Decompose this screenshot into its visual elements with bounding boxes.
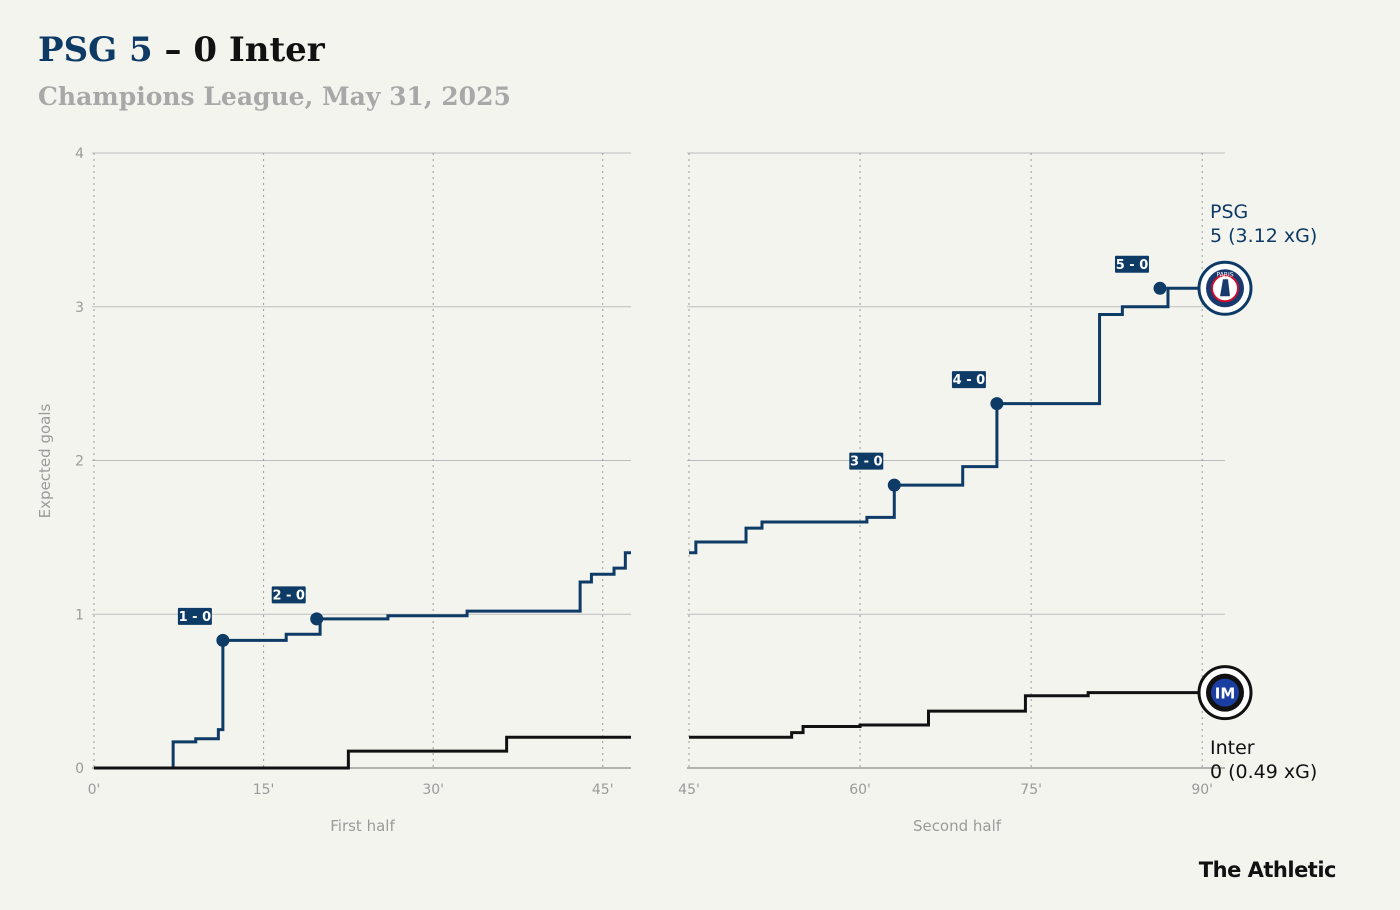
psg-crest-text: PARIS (1216, 271, 1233, 278)
psg-label-score: 5 (3.12 xG) (1210, 225, 1317, 247)
psg-label-name: PSG (1210, 201, 1248, 223)
score-text: 2 - 0 (272, 588, 305, 603)
inter-crest-text: IM (1215, 685, 1236, 703)
score-text: 3 - 0 (850, 455, 883, 470)
goal-marker (216, 633, 230, 647)
goal-score-label: 1 - 0 (177, 607, 212, 625)
y-tick-label: 1 (75, 607, 84, 623)
score-box (849, 452, 884, 470)
inter-xg-line-first-half (94, 735, 631, 770)
inter-xg-line-second-half (689, 691, 1220, 739)
score-box (177, 607, 212, 625)
goal-score-label: 3 - 0 (849, 452, 884, 470)
inter-crest-inner (1211, 678, 1239, 707)
x-tick-label: 30' (422, 782, 444, 798)
goal-score-label: 4 - 0 (951, 371, 986, 389)
inter-label-score: 0 (0.49 xG) (1210, 761, 1317, 783)
title-away: 0 Inter (193, 30, 325, 70)
psg-xg-line-first-half (94, 551, 631, 770)
x-tick-label: 60' (849, 782, 871, 798)
y-tick-label: 0 (75, 761, 84, 777)
score-text: 4 - 0 (953, 373, 986, 388)
second-half-label: Second half (913, 817, 1002, 835)
title-home: PSG 5 (38, 30, 153, 70)
x-tick-label: 75' (1020, 782, 1042, 798)
score-box (951, 371, 986, 389)
inter-label-name: Inter (1210, 737, 1255, 759)
y-tick-label: 2 (75, 454, 84, 470)
psg-badge: PARIS (1197, 260, 1253, 316)
x-tick-label: 0' (88, 782, 101, 798)
x-tick-label: 45' (592, 782, 614, 798)
score-box (1114, 255, 1149, 273)
title-separator: – (152, 30, 194, 70)
score-text: 1 - 0 (179, 610, 212, 625)
x-tick-label: 45' (678, 782, 700, 798)
publisher-logo: The Athletic (1198, 858, 1337, 882)
y-axis-title: Expected goals (36, 404, 54, 519)
first-half-label: First half (330, 817, 395, 835)
x-tick-label: 15' (253, 782, 275, 798)
goal-marker (990, 397, 1004, 411)
y-tick-label: 3 (75, 300, 84, 316)
x-tick-label: 90' (1191, 782, 1213, 798)
page-subtitle: Champions League, May 31, 2025 (38, 82, 511, 111)
goal-marker (887, 478, 901, 492)
y-tick-label: 4 (75, 146, 84, 162)
goal-marker (1153, 281, 1167, 295)
goal-score-label: 5 - 0 (1114, 255, 1149, 273)
eiffel-tower-icon (1220, 279, 1230, 297)
goal-score-label: 2 - 0 (271, 586, 306, 604)
goal-marker (310, 612, 324, 626)
page-title: PSG 5 – 0 Inter (38, 30, 325, 70)
score-text: 5 - 0 (1116, 258, 1149, 273)
inter-badge: IM (1197, 665, 1253, 721)
score-box (271, 586, 306, 604)
psg-xg-line-second-half (689, 286, 1220, 555)
